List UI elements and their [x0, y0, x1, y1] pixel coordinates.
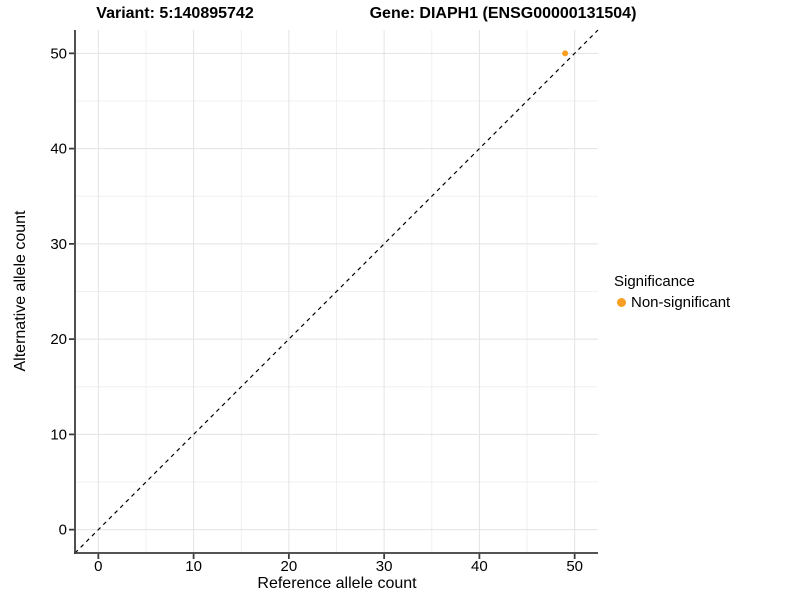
x-tick-label: 30	[376, 558, 393, 575]
legend-item: Non-significant	[614, 293, 730, 312]
legend-title: Significance	[614, 273, 695, 290]
y-tick-label: 10	[50, 426, 67, 443]
legend-item-label: Non-significant	[631, 294, 731, 311]
y-axis-title: Alternative allele count	[12, 210, 29, 372]
x-tick-label: 50	[566, 558, 583, 575]
y-tick-label: 30	[50, 236, 67, 253]
identity-line	[74, 29, 599, 554]
y-tick-label: 50	[50, 45, 67, 62]
variant-title: Variant: 5:140895742	[96, 5, 254, 22]
legend-swatch-icon	[617, 298, 626, 307]
x-tick-label: 10	[185, 558, 202, 575]
x-tick-label: 0	[94, 558, 102, 575]
y-tick-label: 0	[59, 522, 67, 539]
x-axis-title: Reference allele count	[257, 575, 417, 592]
data-point	[562, 50, 569, 57]
x-tick-label: 40	[471, 558, 488, 575]
y-tick-label: 40	[50, 141, 67, 158]
legend: Significance Non-significant	[614, 272, 730, 312]
legend-items: Non-significant	[614, 293, 730, 312]
y-tick-label: 20	[50, 331, 67, 348]
gene-title: Gene: DIAPH1 (ENSG00000131504)	[369, 5, 637, 22]
x-tick-label: 20	[281, 558, 298, 575]
